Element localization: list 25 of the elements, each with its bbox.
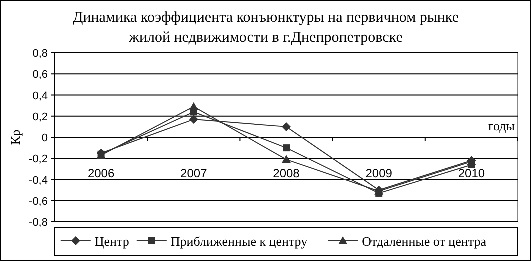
point — [282, 155, 291, 164]
y-tick-label: 0,2 — [32, 111, 48, 124]
x-tick-label: 2006 — [88, 166, 115, 180]
y-tick-label: -0,8 — [29, 217, 48, 229]
point — [189, 115, 198, 124]
y-tick-label: 0 — [42, 132, 48, 144]
chart-title: Динамика коэффициента конъюнктуры на первичном рынке жилой недвижимости в г.Днепропетровске — [72, 10, 460, 46]
x-tick-label: 2008 — [273, 166, 300, 180]
x-axis-title: годы — [488, 118, 516, 134]
legend-label: Приближенные к центру — [170, 234, 308, 249]
y-axis-title: Кр — [8, 130, 23, 146]
legend-label: Центр — [94, 234, 130, 249]
y-tick-label: -0,2 — [29, 154, 48, 166]
point — [283, 144, 290, 152]
y-tick-label: 0,8 — [32, 48, 48, 60]
y-tick-label: -0,4 — [29, 174, 48, 187]
y-tick-label: -0,6 — [29, 196, 48, 208]
y-tick-label: 0,6 — [32, 69, 48, 82]
point — [189, 102, 198, 110]
point — [282, 122, 291, 132]
x-tick-label: 2010 — [458, 166, 486, 180]
legend-label: Отдаленные от центра — [362, 234, 487, 249]
y-tick-label: 0,4 — [32, 90, 48, 102]
x-tick-label: 2007 — [180, 166, 208, 180]
x-tick-label: 2009 — [366, 166, 393, 180]
